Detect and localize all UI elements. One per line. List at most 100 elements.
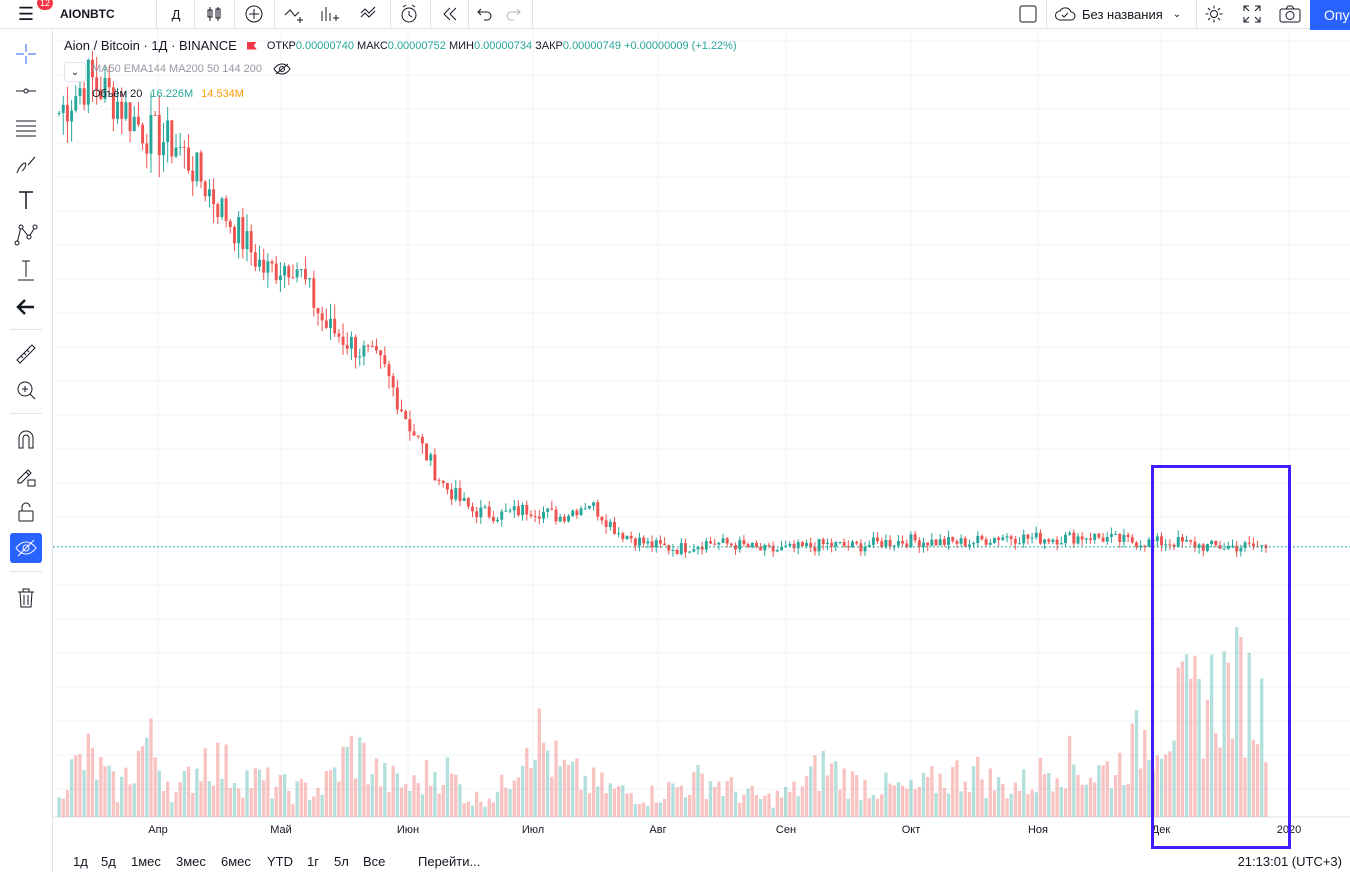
remove-drawings-tool[interactable] <box>10 583 42 613</box>
measure-tool[interactable] <box>10 255 42 285</box>
candle-body <box>684 543 687 553</box>
candle-body <box>892 545 896 547</box>
candle-body <box>324 320 328 328</box>
volume-bar <box>600 772 604 817</box>
range-1m[interactable]: 1мес <box>131 854 161 869</box>
range-5y[interactable]: 5л <box>334 854 349 869</box>
clock-timezone[interactable]: 21:13:01 (UTC+3) <box>1237 854 1342 869</box>
lock-drawings-tool[interactable] <box>10 461 42 491</box>
fib-tool[interactable] <box>10 113 42 143</box>
symbol-title[interactable]: Aion / Bitcoin · 1Д · BINANCE <box>64 38 237 53</box>
hide-icon <box>15 539 37 557</box>
candle-body <box>337 333 341 337</box>
zoom-tool[interactable] <box>10 375 42 405</box>
crosshair-tool[interactable] <box>10 39 42 69</box>
interval-button[interactable]: Д <box>171 6 181 22</box>
indicator-legend[interactable]: MA50 EMA144 MA200 50 144 200 <box>92 63 291 75</box>
volume-bar <box>1097 765 1101 817</box>
candle-body <box>220 198 224 218</box>
range-1y[interactable]: 1г <box>307 854 319 869</box>
volume-bar <box>1255 744 1260 817</box>
layout-name: Без названия <box>1082 6 1163 22</box>
indicators-button[interactable] <box>280 0 308 28</box>
volume-bar <box>491 802 496 817</box>
volume-legend[interactable]: Объём 20 16.226M 14.534M <box>92 88 244 100</box>
volume-bar <box>1088 777 1093 817</box>
legend-collapse-button[interactable]: ⌄ <box>64 62 86 82</box>
candle-body <box>813 547 817 552</box>
volume-bar <box>429 785 433 817</box>
candle-body <box>1180 537 1184 542</box>
unlock-tool[interactable] <box>10 497 42 527</box>
brush-tool[interactable] <box>10 150 42 180</box>
volume-bar <box>767 793 771 817</box>
range-5d[interactable]: 5д <box>101 854 116 869</box>
volume-bar <box>174 792 178 817</box>
unlock-icon <box>18 502 34 522</box>
replay-button[interactable] <box>436 0 464 28</box>
volume-bar <box>241 797 245 817</box>
candle-body <box>70 110 74 122</box>
volume-bar <box>1243 757 1247 817</box>
candle-body <box>157 115 161 156</box>
layout-button[interactable] <box>1016 0 1040 28</box>
hide-drawings-tool[interactable] <box>10 533 42 563</box>
symbol-search-button[interactable]: AIONBTC <box>60 7 115 21</box>
ruler-tool[interactable] <box>10 339 42 369</box>
volume-bar <box>395 773 400 817</box>
eye-hidden-icon[interactable] <box>273 63 291 75</box>
volume-bar <box>1067 735 1072 817</box>
range-1d[interactable]: 1д <box>73 854 88 869</box>
snapshot-button[interactable] <box>1276 0 1304 28</box>
candle-body <box>529 514 533 517</box>
magnet-tool[interactable] <box>10 425 42 455</box>
layout-name-button[interactable]: Без названия ⌄ <box>1054 0 1194 28</box>
range-3m[interactable]: 3мес <box>176 854 206 869</box>
candle-body <box>1205 543 1209 551</box>
candle-body <box>525 504 529 515</box>
volume-bar <box>149 718 153 817</box>
range-ytd[interactable]: YTD <box>267 854 293 869</box>
pattern-tool[interactable] <box>10 220 42 250</box>
settings-button[interactable] <box>1200 0 1228 28</box>
templates-button[interactable] <box>356 0 384 28</box>
publish-button[interactable]: Опубликовать <box>1310 0 1350 30</box>
compare-button[interactable] <box>240 0 268 28</box>
fullscreen-button[interactable] <box>1238 0 1266 28</box>
alert-button[interactable] <box>396 0 424 28</box>
volume-bar <box>900 785 905 817</box>
volume-bar <box>262 780 266 817</box>
volume-bar <box>725 781 729 817</box>
text-tool[interactable] <box>10 185 42 215</box>
menu-button[interactable]: ☰ 12 <box>6 0 53 28</box>
undo-button[interactable] <box>472 0 498 28</box>
back-tool[interactable] <box>10 292 42 322</box>
volume-bar <box>913 789 917 817</box>
candle-body <box>450 489 454 500</box>
candle-body <box>800 542 804 546</box>
volume-bar <box>124 767 128 817</box>
volume-bar <box>328 770 333 817</box>
candle-body <box>629 535 633 539</box>
volume-bar <box>424 760 429 817</box>
candle-body <box>408 419 412 432</box>
redo-button[interactable] <box>500 0 526 28</box>
candle-body <box>416 435 420 437</box>
time-axis-label: Июл <box>521 824 545 836</box>
chart-type-button[interactable] <box>200 0 228 28</box>
volume-bar <box>1209 654 1214 817</box>
volume-bar <box>312 796 316 817</box>
financials-button[interactable] <box>316 0 344 28</box>
candle-body <box>880 541 884 548</box>
trendline-tool[interactable] <box>10 76 42 106</box>
candle-body <box>976 535 980 544</box>
candle-body <box>1260 545 1264 547</box>
goto-date-button[interactable]: Перейти... <box>418 854 481 869</box>
volume-bar <box>838 789 842 817</box>
price-chart[interactable] <box>53 29 1350 822</box>
range-6m[interactable]: 6мес <box>221 854 251 869</box>
candle-body <box>1193 541 1197 548</box>
candle-body <box>153 114 157 116</box>
range-all[interactable]: Все <box>363 854 386 869</box>
volume-bar <box>1251 739 1256 817</box>
